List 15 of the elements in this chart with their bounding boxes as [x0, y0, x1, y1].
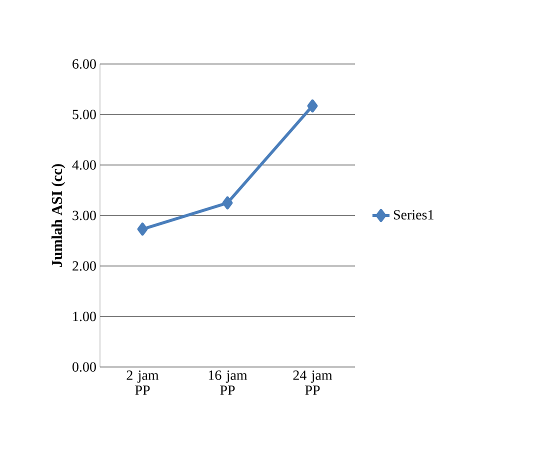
y-axis-title: Jumlah ASI (cc): [52, 164, 66, 267]
y-tick-label: 6.00: [72, 59, 96, 69]
point: [222, 196, 233, 210]
y-tick-label: 0.00: [72, 362, 96, 372]
x-tick-label: 16 jam PP: [208, 370, 248, 395]
legend-label: Series1: [394, 210, 434, 220]
x-tick-label: 24 jam PP: [293, 370, 332, 395]
y-tick-label: 3.00: [72, 210, 96, 220]
y-tick-label: 2.00: [72, 261, 96, 271]
y-tick-label: 5.00: [72, 110, 96, 120]
y-tick-label: 1.00: [73, 312, 96, 322]
point: [307, 99, 318, 112]
x-tick-label: 2 jam PP: [126, 370, 159, 395]
point: [137, 222, 148, 236]
y-tick-label: 4.00: [72, 160, 96, 170]
